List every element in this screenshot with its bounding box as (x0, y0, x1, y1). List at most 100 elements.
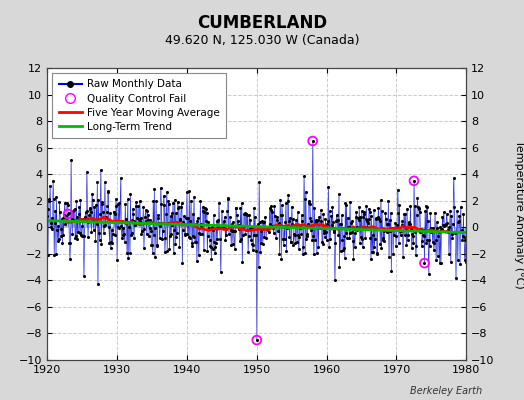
Point (408, 231, 417, 237)
Point (97, 241, 105, 247)
Point (133, 220, 141, 226)
Point (140, 226, 149, 232)
Point (259, 219, 267, 225)
Point (52, 250, 60, 257)
Point (431, 209, 439, 216)
Point (136, 198, 144, 204)
Point (353, 227, 362, 234)
Point (381, 210, 390, 216)
Point (223, 196, 232, 202)
Point (159, 228, 167, 234)
Point (456, 260, 464, 267)
Point (268, 223, 276, 229)
Point (203, 248, 212, 255)
Point (318, 239, 326, 246)
Point (232, 205, 241, 212)
Point (315, 214, 323, 220)
Point (332, 218, 340, 224)
Point (311, 217, 320, 224)
Point (247, 224, 256, 230)
Point (353, 224, 361, 230)
Point (357, 234, 365, 240)
Point (146, 224, 155, 231)
Point (74, 210, 83, 217)
Point (344, 224, 352, 230)
Point (137, 215, 145, 221)
Point (399, 223, 408, 230)
Point (190, 234, 199, 240)
Point (309, 138, 317, 144)
Point (395, 240, 403, 246)
Point (243, 212, 252, 218)
Point (83, 169, 91, 176)
Point (384, 198, 392, 204)
Point (272, 235, 280, 241)
Point (313, 225, 322, 231)
Point (184, 234, 193, 240)
Point (447, 213, 455, 219)
Point (277, 256, 286, 262)
Point (414, 203, 422, 210)
Point (94, 196, 103, 203)
Point (414, 205, 423, 212)
Point (462, 259, 470, 265)
Point (206, 243, 214, 250)
Point (405, 219, 413, 225)
Point (106, 244, 115, 251)
Point (401, 226, 410, 232)
Point (358, 244, 367, 251)
Point (120, 231, 128, 237)
Point (62, 212, 71, 219)
Point (354, 215, 362, 221)
Point (425, 237, 433, 244)
Point (325, 243, 333, 250)
Point (371, 236, 379, 243)
Point (163, 248, 171, 254)
Point (304, 198, 313, 204)
Point (87, 228, 95, 235)
Point (375, 216, 383, 222)
Point (191, 239, 200, 245)
Point (373, 250, 381, 256)
Point (211, 250, 219, 256)
Point (252, 248, 260, 254)
Point (125, 224, 133, 230)
Point (253, 223, 261, 229)
Point (210, 212, 218, 219)
Point (363, 218, 371, 224)
Point (225, 231, 233, 237)
Point (409, 233, 417, 239)
Point (179, 227, 187, 233)
Point (342, 230, 350, 236)
Point (169, 200, 177, 206)
Point (369, 207, 378, 213)
Point (209, 245, 217, 252)
Point (386, 228, 394, 234)
Point (379, 228, 388, 234)
Point (160, 249, 169, 255)
Point (132, 203, 140, 210)
Point (143, 208, 151, 214)
Point (440, 209, 448, 216)
Point (362, 216, 370, 223)
Point (373, 250, 381, 257)
Point (382, 216, 390, 222)
Point (265, 229, 273, 236)
Point (408, 245, 416, 252)
Point (97, 201, 106, 207)
Point (214, 224, 223, 231)
Point (269, 225, 277, 231)
Point (51, 208, 60, 214)
Point (419, 232, 428, 238)
Point (366, 235, 375, 241)
Point (160, 202, 168, 208)
Point (151, 254, 159, 260)
Point (86, 208, 95, 215)
Point (154, 215, 162, 221)
Point (405, 221, 413, 227)
Point (48, 226, 57, 232)
Point (275, 251, 283, 257)
Point (331, 240, 340, 246)
Point (163, 219, 172, 226)
Point (406, 220, 414, 227)
